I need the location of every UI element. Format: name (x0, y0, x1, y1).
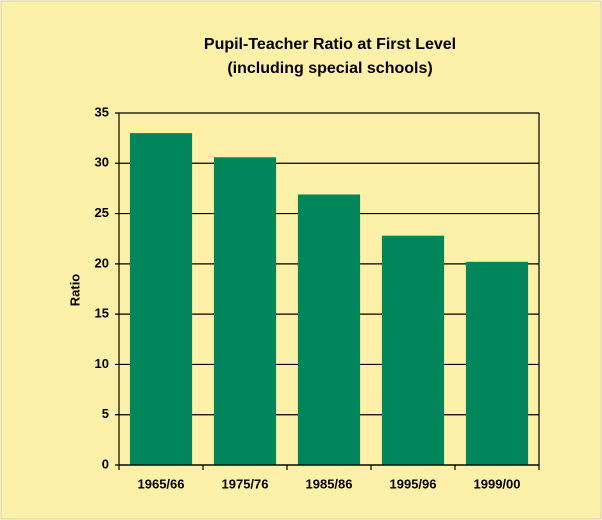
y-tick-label: 10 (95, 356, 109, 371)
y-axis-label: Ratio (67, 274, 82, 307)
y-tick-label: 30 (95, 155, 109, 170)
x-tick-label: 1975/76 (222, 476, 269, 491)
x-tick-label: 1965/66 (138, 476, 185, 491)
bar (465, 261, 529, 465)
x-tick-label: 1999/00 (474, 476, 521, 491)
y-tick-label: 20 (95, 255, 109, 270)
x-tick-label: 1985/86 (306, 476, 353, 491)
bar (213, 157, 277, 465)
y-tick-label: 15 (95, 306, 109, 321)
bar (297, 194, 361, 465)
y-tick-label: 5 (102, 406, 109, 421)
y-tick-label: 35 (95, 104, 109, 119)
bar (129, 133, 193, 465)
y-tick-label: 25 (95, 205, 109, 220)
chart-title: Pupil-Teacher Ratio at First Level (204, 36, 456, 53)
bar (381, 235, 445, 465)
chart-subtitle: (including special schools) (227, 60, 432, 77)
y-tick-label: 0 (102, 456, 109, 471)
x-tick-label: 1995/96 (390, 476, 437, 491)
